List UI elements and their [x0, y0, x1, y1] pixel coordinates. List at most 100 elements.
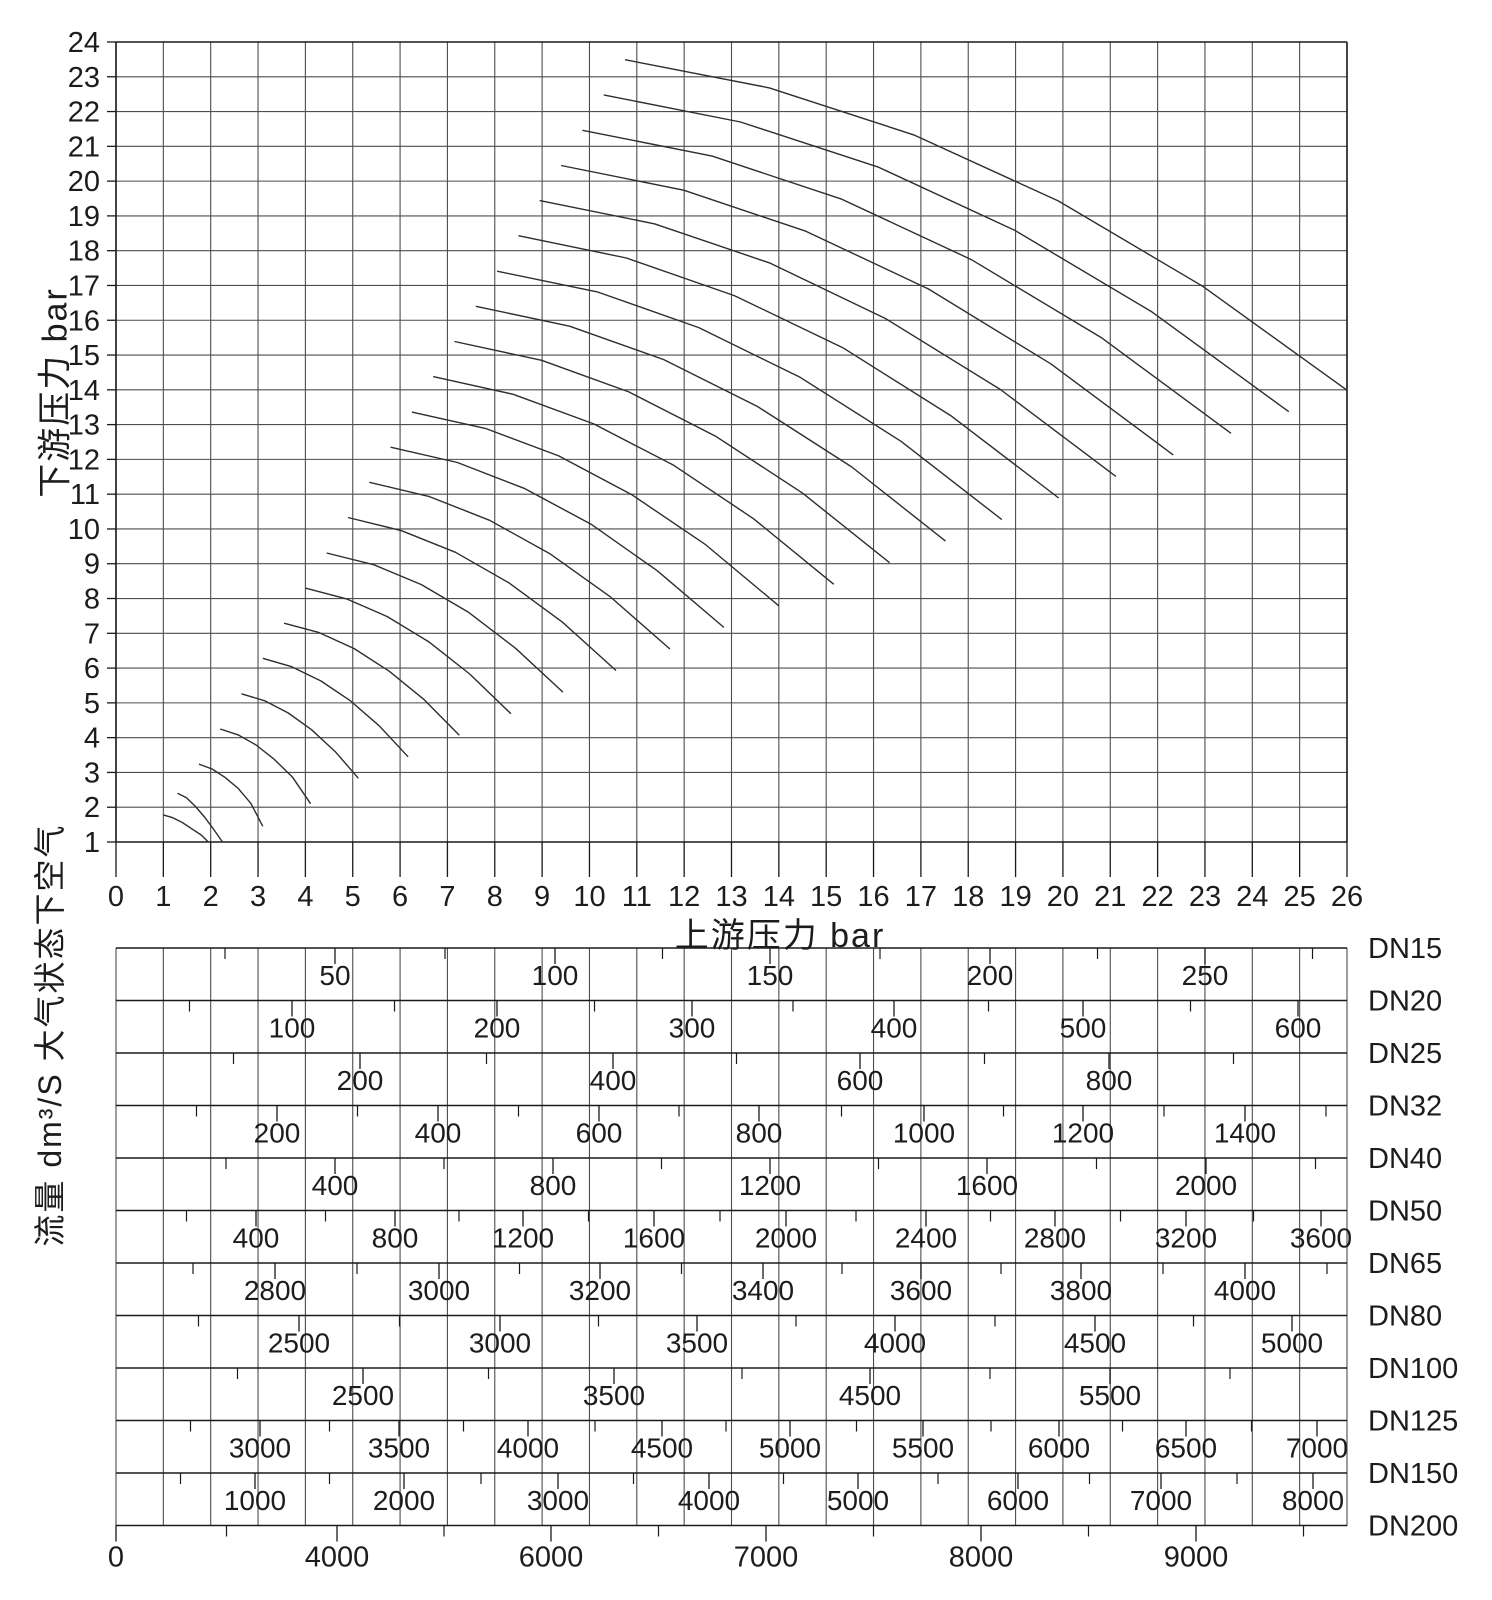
flow-curve — [518, 235, 1060, 499]
dn-size-label: DN125 — [1368, 1406, 1458, 1438]
flow-curve — [305, 587, 512, 715]
flow-value-label: 1600 — [623, 1223, 685, 1254]
y-tick-label: 6 — [84, 653, 100, 685]
flow-curve — [454, 340, 891, 564]
flow-value-label: 4000 — [1214, 1275, 1276, 1306]
y-tick-label: 11 — [70, 479, 100, 511]
flow-scale-row-DN80: DN80 2500 3000 3500 4000 4500 5000 — [116, 1301, 1442, 1359]
x-tick-label: 2 — [203, 881, 219, 913]
flow-scale-row-DN150: DN150 1000 2000 3000 4000 5000 6000 7000 8000 — [116, 1458, 1458, 1516]
flow-value-label: 5500 — [892, 1433, 954, 1464]
flow-curve — [241, 693, 359, 779]
flow-value-label: 500 — [1060, 1013, 1107, 1044]
flow-value-label: 2000 — [755, 1223, 817, 1254]
x-tick-label: 7 — [439, 881, 455, 913]
flow-curve — [624, 59, 1348, 391]
flow-value-label: 100 — [269, 1013, 316, 1044]
x-tick-label: 10 — [573, 881, 605, 913]
flow-value-label: 2000 — [1175, 1170, 1237, 1201]
y-tick-label: 2 — [84, 792, 100, 824]
flow-value-label: 2000 — [373, 1485, 435, 1516]
flow-value-label: 3500 — [368, 1433, 430, 1464]
x-tick-label: 19 — [999, 881, 1031, 913]
flow-curve — [496, 270, 1003, 521]
flow-value-label: 1000 — [893, 1118, 955, 1149]
flow-scale-row-DN200: DN200 0 4000 6000 7000 8000 9000 — [108, 1511, 1458, 1574]
y-tick-label: 8 — [84, 584, 100, 616]
x-tick-label: 3 — [250, 881, 266, 913]
y-tick-label: 7 — [84, 618, 100, 650]
flow-curve — [433, 375, 835, 585]
x-tick-label: 0 — [108, 881, 124, 913]
flow-value-label: 7000 — [1286, 1433, 1348, 1464]
flow-scale-row-DN125: DN125 3000 3500 4000 4500 5000 5500 6000 6500 700… — [116, 1406, 1458, 1464]
flow-value-label: 2500 — [268, 1328, 330, 1359]
x-tick-label: 22 — [1141, 881, 1173, 913]
dn-size-label: DN40 — [1368, 1143, 1442, 1175]
x-tick-label: 20 — [1047, 881, 1079, 913]
flow-value-label: 400 — [590, 1065, 637, 1096]
y-tick-label: 17 — [68, 270, 100, 302]
flow-curve — [582, 129, 1232, 434]
flow-curve — [539, 199, 1117, 477]
flow-value-label: 400 — [233, 1223, 280, 1254]
x-tick-label: 13 — [715, 881, 747, 913]
flow-curve — [560, 164, 1174, 456]
flow-value-label: 1400 — [1214, 1118, 1276, 1149]
flow-value-label: 7000 — [1130, 1485, 1192, 1516]
flow-value-label: 1000 — [224, 1485, 286, 1516]
x-tick-label: 8 — [487, 881, 503, 913]
x-tick-label: 12 — [668, 881, 700, 913]
dn-size-label: DN80 — [1368, 1301, 1442, 1333]
flow-value-label: 5000 — [827, 1485, 889, 1516]
flow-value-label: 6500 — [1155, 1433, 1217, 1464]
flow-value-label: 800 — [1086, 1065, 1133, 1096]
y-tick-label: 5 — [84, 688, 100, 720]
flow-value-label: 5500 — [1079, 1380, 1141, 1411]
flow-curve — [475, 305, 946, 542]
y-tick-label: 15 — [68, 340, 100, 372]
flow-scale-row-DN65: DN65 2800 3000 3200 3400 3600 3800 4000 — [116, 1248, 1442, 1306]
flow-value-label: 1200 — [739, 1170, 801, 1201]
flow-value-label: 3000 — [469, 1328, 531, 1359]
x-tick-label: 5 — [345, 881, 361, 913]
flow-value-label: 3600 — [1290, 1223, 1352, 1254]
flow-value-label: 250 — [1182, 960, 1229, 991]
y-tick-label: 10 — [68, 514, 100, 546]
flow-curve — [411, 411, 780, 607]
flow-value-label: 0 — [108, 1542, 124, 1574]
y-tick-label: 9 — [84, 549, 100, 581]
dn-size-label: DN100 — [1368, 1353, 1458, 1385]
x-tick-label: 21 — [1094, 881, 1126, 913]
flow-value-label: 300 — [669, 1013, 716, 1044]
x-tick-label: 24 — [1236, 881, 1268, 913]
flow-value-label: 8000 — [1282, 1485, 1344, 1516]
x-tick-label: 11 — [622, 881, 652, 913]
x-tick-label: 1 — [155, 881, 171, 913]
y-tick-label: 3 — [84, 757, 100, 789]
x-tick-label: 26 — [1331, 881, 1363, 913]
downstream-pressure-axis-title: 下游压力 bar — [36, 287, 75, 498]
flow-value-label: 2800 — [244, 1275, 306, 1306]
flow-curve — [163, 814, 209, 843]
flow-value-label: 2500 — [332, 1380, 394, 1411]
y-tick-label: 18 — [68, 236, 100, 268]
flow-curve — [198, 763, 264, 827]
x-tick-label: 15 — [810, 881, 842, 913]
flow-value-label: 3800 — [1050, 1275, 1112, 1306]
flow-curve — [347, 516, 617, 672]
dn-size-label: DN65 — [1368, 1248, 1442, 1280]
flow-value-label: 600 — [837, 1065, 884, 1096]
flow-value-label: 4000 — [305, 1542, 370, 1574]
flow-value-label: 1200 — [492, 1223, 554, 1254]
flow-value-label: 200 — [474, 1013, 521, 1044]
x-tick-label: 17 — [905, 881, 937, 913]
flow-value-label: 6000 — [519, 1542, 584, 1574]
flow-value-label: 3200 — [1155, 1223, 1217, 1254]
upstream-axis: 0 1 2 3 4 5 6 7 8 9 10 11 12 13 14 15 16 17 18 19 20 21 22 23 24… — [108, 842, 1363, 913]
y-tick-label: 22 — [68, 97, 100, 129]
flow-curve — [177, 792, 224, 843]
upstream-pressure-axis-title: 上游压力 bar — [674, 917, 886, 955]
